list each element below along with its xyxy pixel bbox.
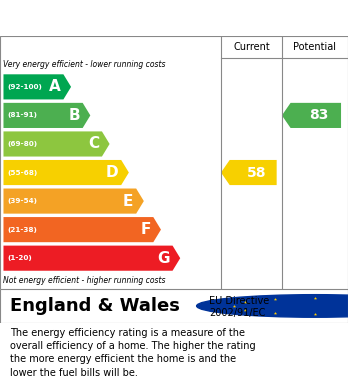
Text: (81-91): (81-91)	[8, 113, 38, 118]
Text: B: B	[68, 108, 80, 123]
Polygon shape	[282, 103, 341, 128]
Polygon shape	[3, 217, 161, 242]
Text: EU Directive: EU Directive	[209, 296, 269, 306]
Text: E: E	[123, 194, 133, 208]
Polygon shape	[3, 131, 110, 156]
Text: Potential: Potential	[293, 42, 337, 52]
Polygon shape	[221, 160, 277, 185]
Text: G: G	[157, 251, 170, 265]
Polygon shape	[3, 246, 180, 271]
Circle shape	[197, 295, 348, 317]
Text: Not energy efficient - higher running costs: Not energy efficient - higher running co…	[3, 276, 166, 285]
Text: (21-38): (21-38)	[8, 227, 38, 233]
Text: (1-20): (1-20)	[8, 255, 32, 261]
Text: D: D	[106, 165, 118, 180]
Polygon shape	[3, 188, 144, 213]
Text: 83: 83	[310, 108, 329, 122]
Polygon shape	[3, 74, 71, 99]
Text: A: A	[49, 79, 61, 94]
Text: (69-80): (69-80)	[8, 141, 38, 147]
Text: Very energy efficient - lower running costs: Very energy efficient - lower running co…	[3, 60, 166, 69]
Text: The energy efficiency rating is a measure of the
overall efficiency of a home. T: The energy efficiency rating is a measur…	[10, 328, 256, 378]
Text: (92-100): (92-100)	[8, 84, 42, 90]
Text: Energy Efficiency Rating: Energy Efficiency Rating	[10, 11, 220, 26]
Text: C: C	[88, 136, 99, 151]
Polygon shape	[3, 160, 129, 185]
Text: England & Wales: England & Wales	[10, 297, 180, 315]
Text: Current: Current	[233, 42, 270, 52]
Text: (55-68): (55-68)	[8, 170, 38, 176]
Text: 58: 58	[247, 165, 267, 179]
Text: (39-54): (39-54)	[8, 198, 38, 204]
Text: 2002/91/EC: 2002/91/EC	[209, 308, 265, 317]
Polygon shape	[3, 103, 90, 128]
Text: F: F	[140, 222, 150, 237]
